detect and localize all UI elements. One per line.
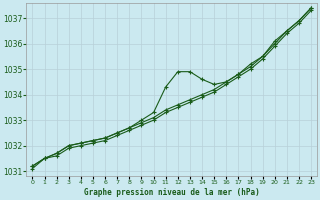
X-axis label: Graphe pression niveau de la mer (hPa): Graphe pression niveau de la mer (hPa) — [84, 188, 260, 197]
